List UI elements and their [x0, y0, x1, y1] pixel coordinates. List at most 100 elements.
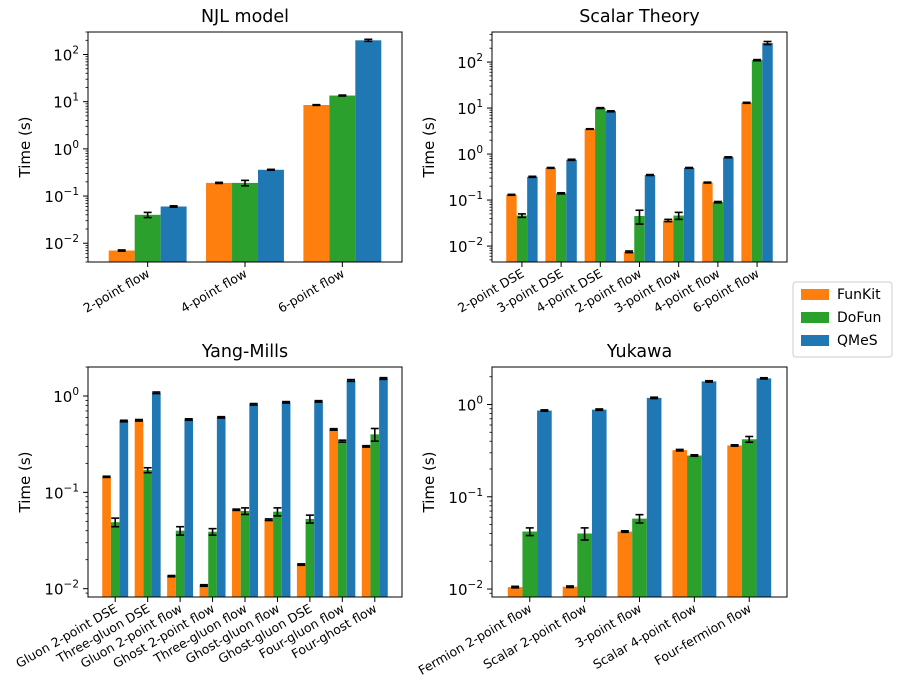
error-bar-qmes-4-point-dse [606, 110, 615, 113]
bar-qmes-6-point-flow [355, 40, 382, 263]
bar-dofun-three-gluon-dse [143, 470, 152, 597]
error-bar-qmes-4-point-flow [266, 168, 275, 172]
bar-funkit-three-gluon-dse [134, 420, 144, 597]
bar-dofun-fermion-2-point-flow [522, 531, 538, 597]
bar-qmes-fermion-2-point-flow [537, 410, 552, 597]
error-bar-dofun-ghost-gluon-dse [305, 514, 314, 524]
bar-qmes-three-gluon-dse [151, 392, 161, 597]
error-bar-dofun-2-point-flow [143, 211, 152, 219]
njl-model-panel: NJL model Time (s) 10−2 10−1 100 101 102 2-poin… [16, 7, 403, 316]
error-bar-dofun-4-point-dse [596, 106, 605, 110]
y-tick-label: 10−1 [44, 482, 79, 502]
bar-funkit-4-point-dse [584, 129, 596, 262]
error-bar-dofun-gluon-2-point-flow [176, 525, 185, 536]
x-tick-label: 4-point flow [178, 266, 250, 316]
bar-funkit-gluon-2-point-flow [167, 576, 176, 597]
bar-funkit-3-point-flow [617, 531, 633, 597]
bar-dofun-4-point-dse [595, 108, 606, 262]
bar-funkit-4-point-flow [206, 182, 233, 262]
y-tick-label: 101 [53, 92, 79, 112]
bar-dofun-4-point-flow [712, 202, 724, 262]
bar-dofun-6-point-flow [329, 95, 356, 262]
y-tick-label: 102 [457, 52, 483, 72]
error-bar-qmes-scalar-2-point-flow [595, 408, 604, 412]
error-bar-funkit-three-gluon-flow [232, 508, 241, 512]
error-bar-funkit-scalar-4-point-flow [675, 448, 684, 452]
error-bar-funkit-2-point-flow [117, 249, 126, 252]
bar-qmes-6-point-flow [762, 42, 773, 263]
bar-dofun-3-point-flow [673, 215, 684, 262]
error-bar-dofun-2-point-dse [517, 213, 526, 219]
bar-dofun-ghost-gluon-dse [305, 518, 315, 597]
y-axis-label: Time (s) [16, 452, 34, 514]
error-bar-qmes-fermion-2-point-flow [540, 409, 549, 413]
bar-dofun-gluon-2-point-dse [110, 522, 120, 597]
bar-qmes-3-point-dse [566, 159, 577, 262]
error-bar-funkit-gluon-2-point-flow [167, 574, 176, 578]
error-bar-dofun-four-gluon-flow [338, 439, 347, 443]
bar-funkit-6-point-flow [741, 102, 752, 262]
legend: FunKit DoFun QMeS [792, 281, 893, 358]
y-tick-label: 10−2 [448, 579, 483, 599]
error-bar-funkit-gluon-2-point-dse [102, 475, 111, 479]
y-tick-label: 10−2 [44, 579, 79, 599]
error-bar-dofun-3-point-flow [674, 211, 683, 221]
bar-funkit-3-point-dse [545, 167, 556, 262]
bar-funkit-ghost-gluon-dse [296, 564, 306, 597]
y-tick-label: 10−2 [448, 236, 483, 256]
error-bar-qmes-three-gluon-flow [249, 402, 258, 406]
y-axis-label: Time (s) [16, 117, 34, 179]
bar-qmes-2-point-flow [160, 206, 187, 262]
panel-title: Scalar Theory [579, 7, 700, 27]
bar-funkit-three-gluon-flow [232, 509, 241, 597]
error-bar-dofun-scalar-4-point-flow [690, 454, 699, 458]
error-bar-funkit-3-point-flow [664, 218, 673, 223]
x-tick-label: 2-point flow [81, 266, 153, 316]
bar-dofun-4-point-flow [232, 182, 258, 262]
bar-qmes-three-gluon-flow [249, 404, 258, 597]
error-bar-qmes-3-point-flow [685, 166, 694, 170]
error-bar-funkit-fermion-2-point-flow [511, 585, 520, 589]
y-tick-label: 10−1 [44, 186, 79, 206]
error-bar-qmes-four-fermion-flow [759, 376, 768, 380]
bar-dofun-3-point-dse [555, 193, 567, 262]
bar-dofun-three-gluon-flow [240, 511, 250, 597]
error-bar-funkit-four-ghost-flow [362, 444, 371, 448]
x-tick-label: 6-point flow [275, 266, 347, 316]
bar-qmes-scalar-2-point-flow [591, 409, 607, 597]
bar-funkit-2-point-dse [506, 194, 517, 262]
error-bar-dofun-ghost-2-point-flow [208, 527, 217, 536]
error-bar-dofun-6-point-flow [338, 94, 347, 97]
bar-qmes-ghost-gluon-dse [314, 401, 323, 597]
error-bar-qmes-three-gluon-dse [152, 391, 161, 395]
bar-qmes-four-fermion-flow [756, 378, 772, 597]
error-bar-funkit-3-point-flow [620, 529, 629, 534]
y-axis-label: Time (s) [420, 452, 438, 514]
bar-dofun-four-fermion-flow [741, 439, 757, 597]
bar-qmes-2-point-flow [644, 175, 656, 262]
bar-qmes-ghost-gluon-flow [281, 402, 291, 597]
error-bar-qmes-3-point-flow [650, 396, 659, 400]
error-bar-funkit-ghost-gluon-flow [264, 518, 273, 522]
bar-qmes-gluon-2-point-dse [119, 421, 129, 597]
error-bar-funkit-ghost-2-point-flow [199, 583, 208, 588]
y-tick-label: 101 [457, 98, 483, 118]
error-bar-dofun-scalar-2-point-flow [580, 527, 589, 541]
bar-funkit-3-point-flow [663, 220, 674, 262]
error-bar-funkit-4-point-flow [215, 181, 224, 185]
bar-dofun-2-point-flow [134, 214, 161, 262]
y-tick-label: 10−2 [44, 233, 79, 253]
bar-qmes-gluon-2-point-flow [184, 419, 194, 597]
legend-swatch-funkit [801, 289, 829, 300]
error-bar-funkit-scalar-2-point-flow [565, 585, 574, 589]
bar-dofun-four-ghost-flow [370, 434, 380, 597]
y-tick-label: 10−1 [448, 487, 483, 507]
legend-swatch-dofun [801, 312, 829, 323]
y-axis-label: Time (s) [420, 117, 438, 179]
bar-funkit-2-point-flow [108, 250, 135, 262]
error-bar-dofun-three-gluon-flow [241, 507, 249, 516]
error-bar-dofun-four-ghost-flow [370, 427, 379, 442]
y-tick-label: 100 [53, 386, 79, 406]
bar-qmes-four-gluon-flow [346, 380, 356, 597]
